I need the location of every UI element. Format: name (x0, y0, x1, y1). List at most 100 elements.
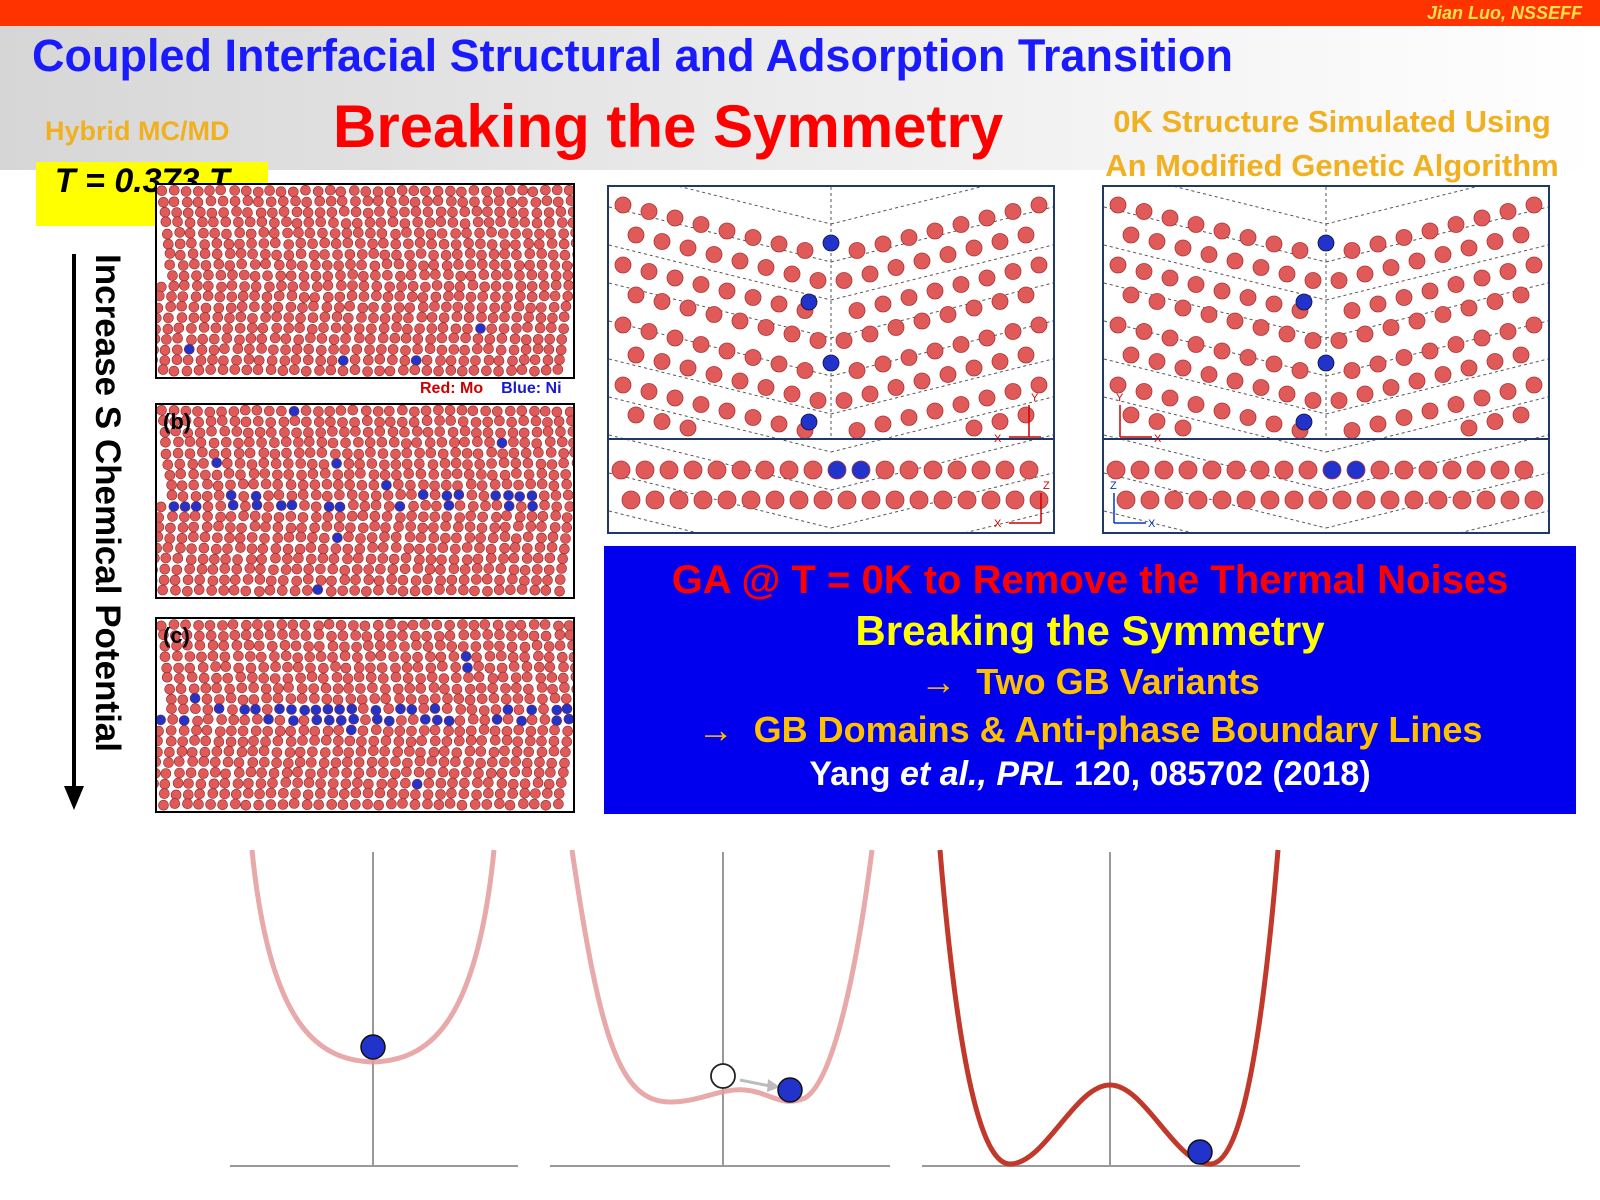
mo-atom (519, 778, 531, 789)
mo-atom (182, 639, 193, 651)
mo-atom (239, 281, 250, 292)
mo-atom (489, 259, 500, 271)
mo-atom (1380, 490, 1400, 510)
mo-atom (939, 366, 957, 383)
mo-atom (1109, 256, 1127, 274)
mo-atom (494, 798, 505, 809)
atom-legend: Red: Mo Blue: Ni (420, 380, 562, 398)
mo-atom (538, 280, 550, 292)
mo-atom (1356, 490, 1376, 510)
mo-atom (333, 260, 344, 271)
mo-atom (459, 564, 471, 575)
mo-atom (484, 662, 496, 674)
md-lattice-a (157, 185, 573, 377)
mo-atom (496, 778, 508, 789)
mo-atom (550, 279, 562, 291)
mo-atom (214, 726, 226, 737)
mo-atom (315, 427, 326, 438)
mo-atom (252, 619, 263, 630)
mo-atom (1019, 460, 1039, 480)
mo-atom (307, 532, 318, 543)
mo-atom (464, 694, 476, 706)
mo-atom (744, 289, 762, 306)
mo-atom (342, 756, 353, 768)
mo-atom (366, 766, 377, 778)
mo-atom (418, 479, 429, 491)
lattice-line (1461, 510, 1548, 532)
mo-atom (337, 799, 349, 810)
mo-atom (412, 216, 424, 228)
mo-atom (225, 736, 237, 748)
axis-x-label-r: X (1154, 433, 1162, 445)
mo-atom (397, 416, 408, 428)
mo-atom (683, 460, 703, 480)
mo-atom (1382, 259, 1400, 276)
mo-atom (431, 500, 442, 512)
mo-atom (1514, 460, 1534, 480)
mo-atom (450, 239, 462, 250)
mo-atom (362, 415, 373, 427)
mo-atom (435, 216, 447, 228)
mo-atom (405, 521, 416, 532)
mo-atom (449, 437, 460, 448)
mo-atom (567, 217, 573, 228)
mo-atom (282, 673, 294, 685)
mo-atom (200, 260, 212, 271)
mo-atom (353, 662, 365, 673)
mo-atom (537, 270, 549, 281)
mo-atom (1265, 355, 1283, 373)
mo-atom (378, 237, 389, 249)
mo-atom (563, 620, 573, 631)
mo-atom (645, 490, 665, 510)
mo-atom (372, 186, 384, 197)
mo-atom (157, 746, 163, 758)
mo-atom (470, 355, 481, 366)
mo-atom (189, 735, 200, 746)
mo-atom (203, 269, 214, 281)
mo-atom (421, 415, 433, 426)
mo-atom (244, 343, 255, 355)
mo-atom (228, 714, 239, 726)
mo-atom (256, 333, 268, 345)
mo-atom (385, 619, 396, 630)
mo-atom (337, 585, 348, 597)
mo-atom (220, 768, 231, 780)
mo-atom (171, 564, 183, 576)
mo-atom (887, 319, 905, 336)
mo-atom (174, 458, 186, 470)
mo-atom (303, 354, 314, 366)
mo-atom (497, 228, 509, 239)
mo-atom (370, 270, 381, 281)
mo-atom (521, 671, 533, 683)
mo-atom (202, 704, 214, 715)
lattice-line (609, 244, 832, 301)
mo-atom (369, 693, 381, 704)
mo-atom (467, 501, 479, 512)
mo-atom (474, 227, 485, 239)
ni-atom (475, 323, 486, 334)
mo-atom (1161, 389, 1179, 407)
mo-atom (809, 272, 827, 289)
mo-atom (640, 323, 658, 340)
mo-atom (508, 217, 519, 229)
mo-atom (365, 662, 376, 674)
mo-atom (539, 714, 551, 725)
mo-atom (515, 501, 527, 513)
mo-atom (425, 228, 437, 240)
ni-atom (225, 490, 237, 501)
mo-atom (265, 787, 277, 799)
mo-atom (535, 672, 547, 684)
mo-atom (302, 585, 313, 596)
mo-atom (349, 364, 361, 376)
mo-atom (501, 510, 512, 521)
cite-journal: PRL (996, 755, 1065, 793)
mo-atom (521, 543, 533, 554)
mo-atom (302, 789, 314, 800)
mo-atom (548, 480, 560, 492)
mo-atom (486, 446, 498, 458)
mo-atom (376, 228, 388, 239)
mo-atom (167, 270, 178, 281)
mo-atom (535, 458, 547, 470)
mo-atom (157, 584, 168, 596)
mo-atom (276, 280, 287, 292)
